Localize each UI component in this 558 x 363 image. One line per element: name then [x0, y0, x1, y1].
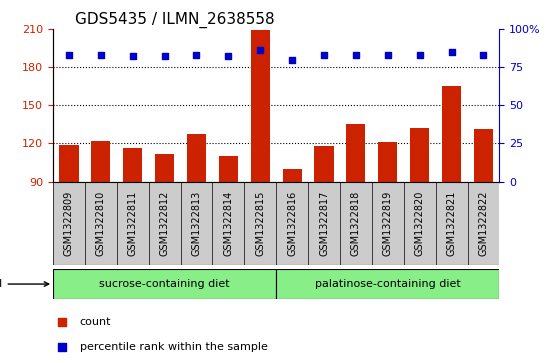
Bar	[187, 134, 206, 182]
Point	[97, 52, 105, 58]
Bar	[442, 86, 461, 182]
Text: GSM1322811: GSM1322811	[128, 191, 138, 256]
Point	[415, 52, 424, 58]
FancyBboxPatch shape	[53, 269, 276, 299]
Point	[192, 52, 201, 58]
Text: GSM1322822: GSM1322822	[478, 191, 488, 256]
Point	[256, 48, 264, 53]
Text: GSM1322818: GSM1322818	[351, 191, 361, 256]
Point	[479, 52, 488, 58]
Text: count: count	[80, 318, 111, 327]
Point	[57, 319, 66, 325]
Text: GSM1322810: GSM1322810	[96, 191, 106, 256]
FancyBboxPatch shape	[276, 269, 499, 299]
Bar	[315, 146, 334, 182]
Text: GSM1322817: GSM1322817	[319, 191, 329, 256]
Text: GSM1322821: GSM1322821	[446, 191, 456, 256]
Point	[447, 49, 456, 55]
Bar	[410, 128, 429, 182]
Text: GSM1322816: GSM1322816	[287, 191, 297, 256]
Text: GSM1322814: GSM1322814	[223, 191, 233, 256]
Bar	[155, 154, 174, 182]
Point	[57, 344, 66, 350]
Point	[65, 52, 74, 58]
Text: GSM1322819: GSM1322819	[383, 191, 393, 256]
Text: GSM1322809: GSM1322809	[64, 191, 74, 256]
Bar	[378, 142, 397, 182]
Point	[320, 52, 329, 58]
Text: GSM1322812: GSM1322812	[160, 191, 170, 256]
Bar	[123, 148, 142, 182]
Text: GSM1322815: GSM1322815	[255, 191, 265, 256]
Text: GDS5435 / ILMN_2638558: GDS5435 / ILMN_2638558	[75, 12, 275, 28]
Point	[224, 54, 233, 60]
Text: GSM1322813: GSM1322813	[191, 191, 201, 256]
Point	[160, 54, 169, 60]
Point	[352, 52, 360, 58]
Text: protocol: protocol	[0, 279, 49, 289]
Text: percentile rank within the sample: percentile rank within the sample	[80, 342, 268, 352]
Bar	[282, 169, 302, 182]
Bar	[92, 141, 110, 182]
Bar	[347, 124, 365, 182]
Point	[128, 54, 137, 60]
Bar	[474, 130, 493, 182]
Text: sucrose-containing diet: sucrose-containing diet	[99, 279, 230, 289]
Bar	[59, 145, 79, 182]
Bar	[219, 156, 238, 182]
Text: palatinose-containing diet: palatinose-containing diet	[315, 279, 461, 289]
Bar	[251, 30, 270, 181]
Point	[383, 52, 392, 58]
Point	[288, 57, 297, 62]
Text: GSM1322820: GSM1322820	[415, 191, 425, 256]
